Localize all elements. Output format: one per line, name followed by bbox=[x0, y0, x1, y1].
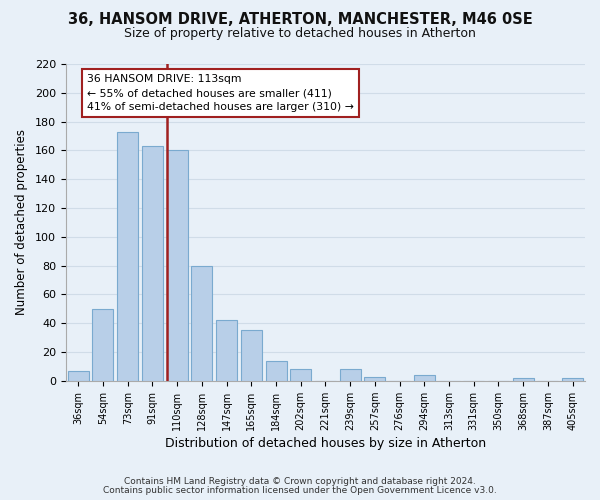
Bar bbox=[117, 132, 138, 381]
Y-axis label: Number of detached properties: Number of detached properties bbox=[15, 130, 28, 316]
Bar bbox=[340, 370, 361, 381]
Text: 36 HANSOM DRIVE: 113sqm
← 55% of detached houses are smaller (411)
41% of semi-d: 36 HANSOM DRIVE: 113sqm ← 55% of detache… bbox=[87, 74, 354, 112]
Bar bbox=[364, 376, 385, 381]
Text: 36, HANSOM DRIVE, ATHERTON, MANCHESTER, M46 0SE: 36, HANSOM DRIVE, ATHERTON, MANCHESTER, … bbox=[68, 12, 532, 28]
X-axis label: Distribution of detached houses by size in Atherton: Distribution of detached houses by size … bbox=[165, 437, 486, 450]
Bar bbox=[414, 375, 435, 381]
Text: Size of property relative to detached houses in Atherton: Size of property relative to detached ho… bbox=[124, 28, 476, 40]
Bar bbox=[92, 309, 113, 381]
Bar bbox=[142, 146, 163, 381]
Bar bbox=[216, 320, 237, 381]
Bar bbox=[290, 370, 311, 381]
Text: Contains public sector information licensed under the Open Government Licence v3: Contains public sector information licen… bbox=[103, 486, 497, 495]
Bar bbox=[562, 378, 583, 381]
Text: Contains HM Land Registry data © Crown copyright and database right 2024.: Contains HM Land Registry data © Crown c… bbox=[124, 477, 476, 486]
Bar bbox=[266, 360, 287, 381]
Bar bbox=[167, 150, 188, 381]
Bar bbox=[241, 330, 262, 381]
Bar bbox=[68, 371, 89, 381]
Bar bbox=[512, 378, 534, 381]
Bar bbox=[191, 266, 212, 381]
